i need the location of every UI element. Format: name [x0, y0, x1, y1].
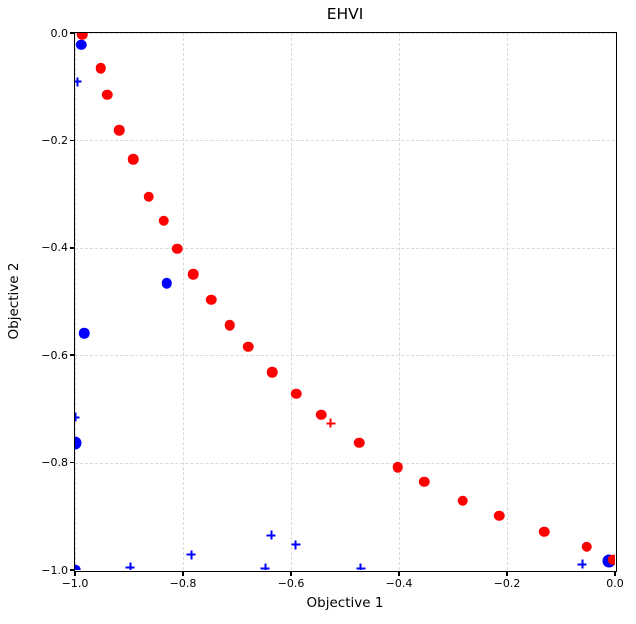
pareto-frontier-red-dots-marker	[419, 476, 430, 488]
x-tick-mark	[398, 571, 400, 576]
candidate-points-blue-plus-marker	[356, 563, 366, 570]
observed-points-blue-dots-marker	[78, 327, 90, 339]
y-tick-label: −0.8	[41, 456, 68, 470]
x-tick-mark	[182, 571, 184, 576]
pareto-frontier-red-dots-marker	[158, 215, 169, 227]
plot-area	[75, 33, 615, 570]
y-tick-mark	[69, 32, 74, 34]
x-tick-mark	[614, 571, 616, 576]
pareto-frontier-red-dots-marker	[392, 462, 404, 473]
gridline-horizontal	[75, 247, 615, 249]
candidate-points-blue-plus-marker	[291, 540, 301, 550]
observed-points-blue-dots-marker	[75, 436, 82, 450]
pareto-frontier-red-dots-marker	[143, 191, 155, 203]
gridline-vertical	[507, 33, 508, 570]
y-tick-label: −1.0	[41, 563, 68, 577]
selected-candidate-red-plus-marker	[326, 418, 336, 428]
gridline-vertical	[399, 33, 400, 570]
x-tick-label: −1.0	[61, 577, 89, 590]
y-tick-label: −0.2	[41, 133, 68, 147]
x-tick-mark	[290, 571, 292, 576]
gridline-horizontal	[75, 140, 615, 142]
y-tick-mark	[69, 354, 74, 356]
pareto-frontier-red-dots-marker	[353, 437, 365, 448]
x-tick-mark	[506, 571, 508, 576]
pareto-frontier-red-dots-marker	[205, 294, 217, 306]
x-tick-label: −0.6	[277, 577, 305, 590]
y-axis-label: Objective 2	[6, 262, 22, 340]
y-tick-mark	[69, 461, 74, 464]
pareto-frontier-red-dots-marker	[581, 541, 593, 553]
candidate-points-blue-plus-marker	[125, 562, 135, 570]
x-axis-label: Objective 1	[306, 595, 384, 611]
pareto-frontier-red-dots-marker	[494, 510, 505, 521]
candidate-points-blue-plus-marker	[75, 412, 80, 422]
pareto-frontier-red-dots-marker	[128, 153, 139, 165]
y-tick-label: −0.6	[41, 348, 68, 362]
x-tick-mark	[74, 571, 76, 576]
y-tick-mark	[69, 569, 74, 571]
pareto-frontier-red-dots-marker	[266, 367, 278, 378]
gridline-horizontal	[75, 462, 615, 464]
x-tick-label: −0.4	[385, 577, 413, 590]
pareto-frontier-red-dots-marker	[315, 409, 327, 421]
pareto-frontier-red-dots-marker	[114, 124, 125, 136]
pareto-frontier-red-dots-marker	[291, 388, 302, 400]
gridline-vertical	[183, 33, 184, 570]
y-tick-label: −0.4	[41, 241, 68, 255]
gridline-vertical	[291, 33, 292, 570]
x-tick-label: −0.8	[169, 577, 197, 590]
observed-points-blue-dots-marker	[76, 39, 87, 51]
observed-points-blue-dots-marker	[75, 564, 81, 570]
pareto-frontier-red-dots-marker	[539, 526, 550, 538]
y-tick-label: 0.0	[50, 26, 69, 40]
candidate-points-blue-plus-marker	[260, 563, 270, 570]
chart-title: EHVI	[326, 5, 364, 23]
pareto-frontier-red-dots-marker	[188, 268, 199, 280]
candidate-points-blue-plus-marker	[266, 530, 276, 540]
candidate-points-blue-plus-marker	[577, 559, 587, 569]
candidate-points-blue-plus-marker	[75, 77, 82, 87]
candidate-points-blue-plus-marker	[186, 550, 196, 560]
pareto-frontier-red-dots-marker	[243, 341, 254, 352]
x-tick-label: 0.0	[606, 577, 624, 590]
observed-points-blue-dots-marker	[161, 277, 173, 289]
pareto-frontier-red-dots-marker	[457, 495, 468, 506]
pareto-frontier-red-dots-marker	[102, 89, 113, 100]
y-tick-mark	[69, 139, 74, 142]
pareto-frontier-red-dots-marker	[76, 33, 88, 40]
gridline-vertical	[75, 33, 76, 570]
pareto-frontier-red-dots-marker	[95, 63, 107, 74]
gridline-horizontal	[75, 33, 615, 34]
pareto-frontier-red-dots-marker	[224, 319, 236, 331]
y-tick-mark	[69, 247, 74, 249]
gridline-horizontal	[75, 355, 615, 357]
pareto-frontier-red-dots-marker	[171, 243, 183, 255]
x-tick-label: −0.2	[493, 577, 521, 590]
pareto-frontier-red-dots-marker	[608, 554, 615, 566]
